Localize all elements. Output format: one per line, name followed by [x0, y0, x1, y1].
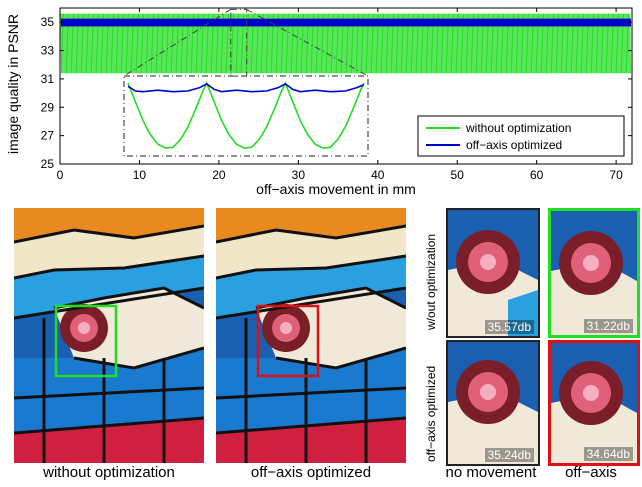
caption-no-movement: no movement	[445, 464, 537, 481]
x-tick-label: 40	[371, 168, 385, 182]
x-axis-label: off−axis movement in mm	[256, 181, 416, 197]
series-line-without-optimization	[60, 13, 631, 74]
crop-art	[551, 211, 637, 335]
crop-art	[448, 210, 538, 336]
crop-art	[448, 342, 538, 464]
crop-top-left: 35.57db	[446, 208, 540, 338]
inset-line-off-axis-optimized	[127, 82, 365, 93]
x-tick-label: 10	[133, 168, 147, 182]
y-tick-label: 33	[41, 44, 55, 58]
caption-without-optimization: without optimization	[43, 464, 175, 481]
x-tick-label: 60	[530, 168, 544, 182]
psnr-chart: 0 10 20 30 40 50 60 70 25 27 29 31 33 35 off−axis move…	[5, 7, 633, 197]
legend-entry: off−axis optimized	[466, 138, 562, 152]
row-label-off-axis-optimized: off−axis optimized	[424, 365, 438, 462]
caption-off-axis: off−axis	[565, 464, 617, 481]
x-tick-label: 0	[57, 168, 64, 182]
zoom-box-red	[256, 304, 320, 378]
zoom-source-box	[230, 8, 248, 77]
legend	[417, 115, 625, 157]
stained-glass-art	[14, 208, 204, 463]
crop-art	[551, 343, 637, 463]
crop-bottom-left: 35.24db	[446, 340, 540, 466]
zoom-connector	[123, 8, 232, 77]
stained-glass-image-without-optimization	[14, 208, 204, 463]
y-tick-label: 29	[41, 100, 55, 114]
psnr-value: 35.57db	[484, 320, 534, 334]
psnr-value: 31.22db	[583, 319, 633, 333]
x-tick-label: 50	[451, 168, 465, 182]
y-tick-label: 25	[41, 157, 55, 171]
y-tick-label: 31	[41, 72, 55, 86]
stained-glass-art	[216, 208, 406, 463]
zoom-box-green	[54, 304, 118, 378]
legend-entry: without optimization	[465, 121, 571, 135]
stained-glass-image-off-axis-optimized	[216, 208, 406, 463]
zoom-connector	[246, 8, 369, 77]
x-tick-label: 70	[609, 168, 623, 182]
caption-off-axis-optimized: off−axis optimized	[250, 464, 372, 481]
psnr-value: 34.64db	[583, 447, 633, 461]
crop-top-right: 31.22db	[548, 208, 640, 338]
row-label-without-optimization: w/out optimization	[424, 233, 438, 330]
psnr-value: 35.24db	[484, 448, 534, 462]
inset-box	[123, 75, 369, 157]
inset-line-without-optimization	[127, 81, 365, 149]
x-tick-label: 30	[292, 168, 306, 182]
y-axis-label: image quality in PSNR	[5, 14, 21, 154]
y-tick-label: 27	[41, 129, 55, 143]
series-line-off-axis-optimized	[61, 18, 631, 27]
x-tick-label: 20	[212, 168, 226, 182]
crop-bottom-right: 34.64db	[548, 340, 640, 466]
y-tick-label: 35	[41, 15, 55, 29]
